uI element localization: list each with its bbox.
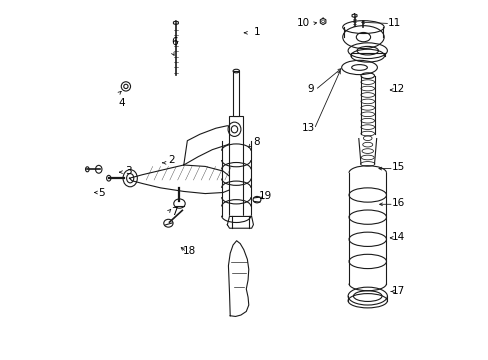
Text: 5: 5 [98,188,105,198]
Text: 7: 7 [171,207,178,217]
Polygon shape [228,241,248,316]
Text: 16: 16 [391,198,404,208]
Text: 12: 12 [391,84,404,94]
Bar [233,71,239,116]
Text: 18: 18 [182,247,195,256]
Text: 6: 6 [171,37,178,48]
Text: 8: 8 [253,138,260,148]
Text: 1: 1 [253,27,260,37]
Text: 17: 17 [391,286,404,296]
Text: 15: 15 [391,162,404,172]
Text: 11: 11 [387,18,400,28]
Text: 14: 14 [391,232,404,242]
Text: 3: 3 [125,166,131,176]
Text: 19: 19 [259,191,272,201]
Text: 10: 10 [296,18,309,28]
Text: 9: 9 [306,84,313,94]
Text: 4: 4 [118,98,124,108]
Text: 13: 13 [302,123,315,133]
Bar [229,116,243,219]
Polygon shape [129,165,234,194]
Polygon shape [227,216,253,228]
Text: 2: 2 [167,156,174,165]
Polygon shape [183,126,236,165]
